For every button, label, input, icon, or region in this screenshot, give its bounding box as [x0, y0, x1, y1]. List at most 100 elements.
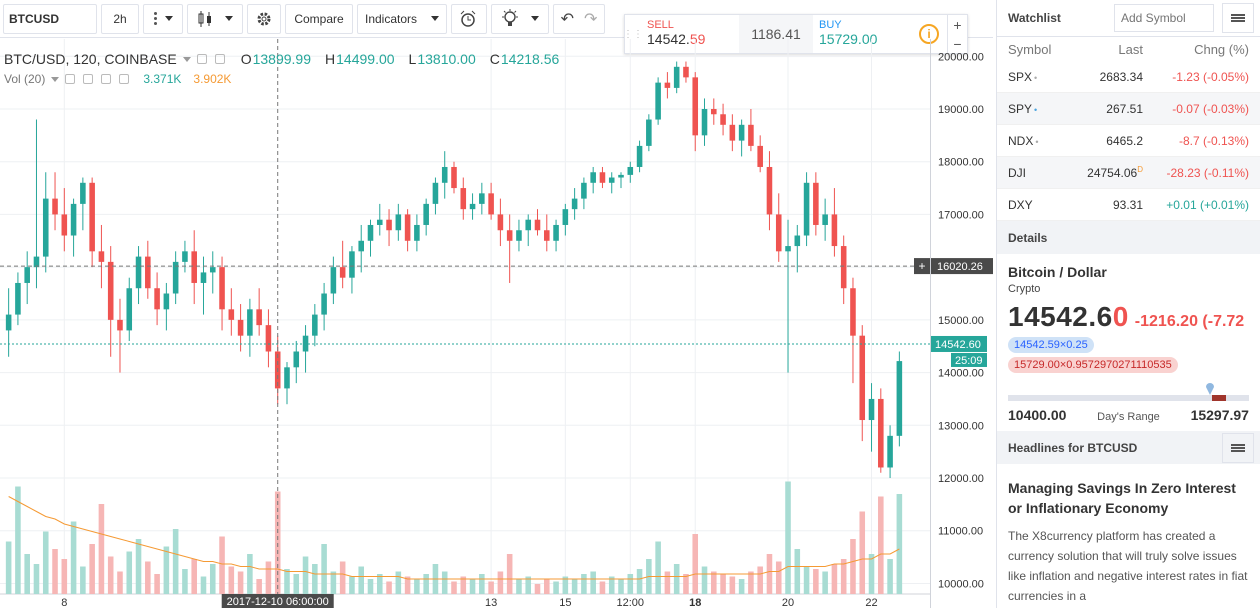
- redo-icon[interactable]: ↷: [584, 10, 598, 28]
- volume-bar: [813, 569, 819, 594]
- volume-bar: [859, 511, 866, 594]
- volume-bar: [516, 579, 522, 594]
- undo-redo-group: ↶ ↷: [553, 3, 605, 34]
- watchlist-menu-button[interactable]: [1222, 3, 1254, 33]
- volume-bar: [497, 571, 504, 594]
- chart-style-button[interactable]: [187, 3, 243, 34]
- buy-button[interactable]: BUY 15729.00: [813, 15, 911, 53]
- crosshair-price-label: 16020.26: [937, 261, 983, 273]
- volume-bar: [748, 571, 754, 594]
- headline-title[interactable]: Managing Savings In Zero Interest or Inf…: [1008, 480, 1236, 516]
- add-icon[interactable]: [101, 74, 112, 84]
- volume-ma-value: 3.902K: [193, 72, 232, 86]
- candle-body: [182, 251, 188, 262]
- drag-handle-icon[interactable]: ⋮⋮: [623, 28, 643, 40]
- col-symbol[interactable]: Symbol: [1008, 41, 1052, 57]
- price-tick-label: 18000.00: [938, 157, 984, 169]
- volume-bar: [822, 571, 828, 594]
- row-symbol: NDX •: [1008, 133, 1039, 148]
- countdown-label: 25:09: [955, 355, 983, 367]
- chevron-down-icon: [225, 16, 233, 21]
- volume-bar: [794, 549, 801, 594]
- sell-button[interactable]: SELL 14542.59: [641, 15, 739, 53]
- time-tick-label: 18: [689, 597, 701, 608]
- volume-bar: [80, 566, 86, 594]
- chevron-down-icon[interactable]: [182, 56, 191, 62]
- symbol-text: BTCUSD: [9, 11, 59, 26]
- candle-body: [655, 82, 661, 120]
- candle-body: [24, 267, 30, 283]
- chevron-down-icon[interactable]: [51, 76, 60, 82]
- candle-body: [89, 182, 95, 252]
- settings-small-icon[interactable]: [83, 74, 94, 84]
- details-panel: Bitcoin / Dollar Crypto 14542.60 -1216.2…: [997, 264, 1260, 423]
- open-label: O: [240, 51, 252, 67]
- chart-pane[interactable]: 20000.0019000.0018000.0017000.0016000.00…: [0, 39, 993, 608]
- watchlist-row[interactable]: SPX • 2683.34 -1.23 (-0.05%): [997, 61, 1260, 93]
- watchlist-row[interactable]: NDX • 6465.2 -8.7 (-0.13%): [997, 125, 1260, 157]
- candle-body: [803, 182, 810, 236]
- indicators-button[interactable]: Indicators: [357, 3, 447, 34]
- volume-bar: [850, 539, 856, 594]
- volume-bar: [117, 571, 123, 594]
- eye-icon[interactable]: [196, 54, 207, 64]
- undo-icon[interactable]: ↶: [560, 10, 574, 28]
- details-header: Details: [997, 221, 1260, 254]
- row-change: -28.23 (-0.11%): [1166, 165, 1249, 180]
- watchlist-title: Watchlist: [1008, 11, 1061, 25]
- volume-bar: [302, 556, 309, 594]
- candle-body: [163, 293, 170, 310]
- volume-bar: [655, 541, 661, 594]
- replay-button[interactable]: [491, 3, 549, 34]
- add-symbol-input[interactable]: [1114, 4, 1214, 32]
- candle-body: [33, 256, 40, 268]
- headlines-menu-button[interactable]: [1222, 432, 1254, 463]
- volume-bar: [358, 566, 364, 594]
- high-label: H: [325, 51, 336, 67]
- time-tick-label: 13: [485, 597, 497, 608]
- plus-button[interactable]: +: [953, 16, 962, 33]
- watchlist-row[interactable]: DJI 24754.06D -28.23 (-0.11%): [997, 157, 1260, 189]
- row-symbol: SPY •: [1008, 101, 1038, 116]
- close-icon[interactable]: [119, 74, 130, 84]
- candle-body: [358, 240, 364, 252]
- volume-bar: [52, 549, 58, 594]
- row-symbol: SPX •: [1008, 69, 1038, 84]
- row-last: 24754.06D: [1087, 165, 1143, 180]
- compare-button[interactable]: Compare: [285, 3, 353, 34]
- price-chart[interactable]: 20000.0019000.0018000.0017000.0016000.00…: [0, 39, 993, 608]
- settings-button[interactable]: [247, 3, 281, 34]
- info-button[interactable]: i: [911, 15, 947, 53]
- candle-body: [284, 367, 290, 389]
- volume-bar: [479, 574, 485, 594]
- volume-bar: [525, 576, 532, 594]
- gear-icon: [257, 12, 271, 25]
- candle-body: [562, 209, 569, 225]
- col-change[interactable]: Chng (%): [1194, 41, 1249, 57]
- candle-body: [553, 224, 559, 241]
- candle-body: [80, 182, 86, 204]
- headlines-header: Headlines for BTCUSD: [997, 431, 1260, 464]
- candle-body: [293, 351, 300, 368]
- headline-body: The X8currency platform has created a cu…: [1008, 529, 1248, 603]
- candle-body: [766, 166, 773, 215]
- countdown-tag: [951, 352, 987, 367]
- symbol-search-box[interactable]: BTCUSD: [3, 3, 97, 34]
- headlines-title: Headlines for BTCUSD: [1008, 440, 1138, 455]
- col-last[interactable]: Last: [1118, 41, 1143, 57]
- range-pin-icon: [1206, 383, 1214, 395]
- candle-body: [664, 82, 671, 88]
- volume-bar: [683, 574, 689, 594]
- candle-body: [61, 214, 68, 236]
- volume-bar: [61, 559, 68, 594]
- settings-small-icon[interactable]: [214, 54, 225, 64]
- interval-button[interactable]: 2h: [101, 3, 139, 34]
- more-intervals-button[interactable]: [143, 3, 183, 34]
- eye-icon[interactable]: [65, 74, 76, 84]
- alert-button[interactable]: [451, 3, 487, 34]
- minus-button[interactable]: −: [953, 35, 962, 52]
- watchlist-row[interactable]: DXY 93.31 +0.01 (+0.01%): [997, 189, 1260, 221]
- watchlist-row[interactable]: SPY • 267.51 -0.07 (-0.03%): [997, 93, 1260, 125]
- buy-price: 15729.00: [819, 31, 878, 47]
- volume-bar: [89, 544, 95, 594]
